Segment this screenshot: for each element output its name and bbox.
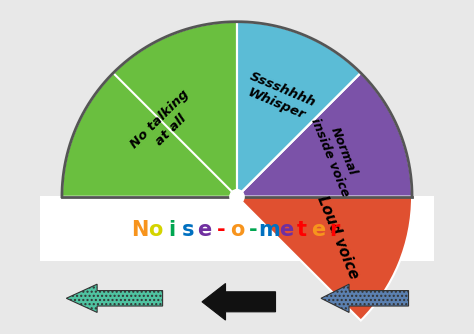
Text: m: m [259, 220, 281, 240]
Text: N: N [131, 220, 148, 240]
Wedge shape [237, 22, 361, 197]
Circle shape [230, 190, 244, 204]
Wedge shape [237, 197, 412, 321]
Wedge shape [237, 73, 412, 197]
Text: e: e [279, 220, 293, 240]
Polygon shape [321, 284, 409, 312]
Text: Sssshhhh
Whisper: Sssshhhh Whisper [241, 70, 318, 124]
Text: t: t [297, 220, 307, 240]
Text: -: - [217, 220, 225, 240]
Polygon shape [66, 284, 163, 312]
Polygon shape [202, 284, 275, 320]
Text: e: e [311, 220, 326, 240]
Text: Normal
inside voice: Normal inside voice [308, 110, 365, 198]
Text: s: s [182, 220, 194, 240]
Text: r: r [329, 220, 340, 240]
Wedge shape [62, 22, 237, 197]
Text: i: i [168, 220, 175, 240]
Text: -: - [249, 220, 257, 240]
Text: Loud voice: Loud voice [314, 194, 361, 281]
Text: o: o [148, 220, 163, 240]
Text: e: e [197, 220, 211, 240]
Bar [41, 197, 433, 260]
Text: o: o [230, 220, 244, 240]
Text: No talking
at all: No talking at all [128, 88, 202, 162]
